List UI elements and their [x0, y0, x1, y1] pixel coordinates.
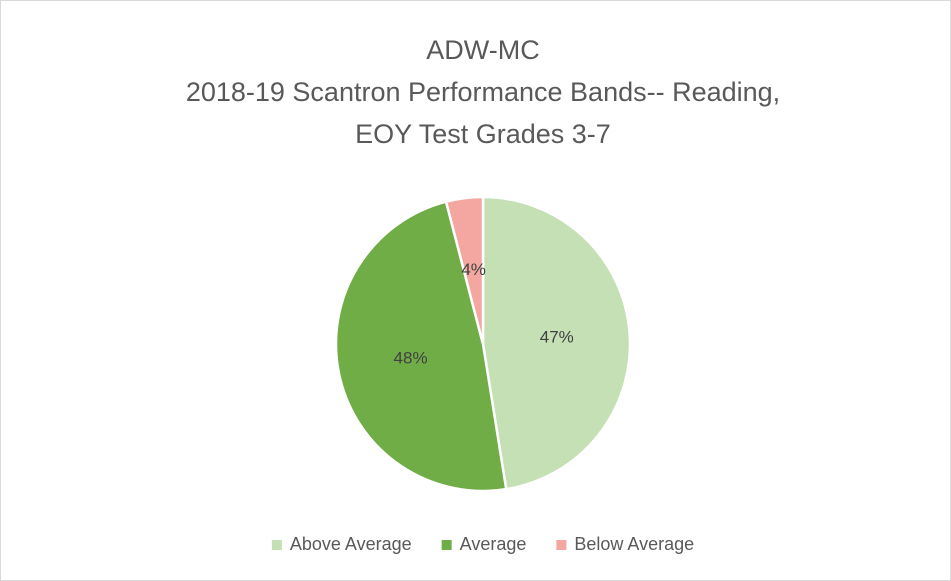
- legend-swatch: [271, 540, 282, 550]
- legend-label: Above Average: [290, 534, 412, 554]
- chart-title: ADW-MC: [426, 35, 539, 65]
- pie-slice: [481, 195, 632, 491]
- data-label: 48%: [394, 349, 428, 368]
- chart-title: EOY Test Grades 3-7: [355, 119, 611, 149]
- legend-label: Average: [460, 534, 527, 554]
- chart-title: 2018-19 Scantron Performance Bands-- Rea…: [186, 77, 780, 107]
- legend-swatch: [441, 540, 452, 550]
- data-label: 47%: [540, 328, 574, 347]
- data-label: 4%: [461, 260, 486, 279]
- pie-slice: [444, 195, 485, 345]
- legend-swatch: [556, 540, 567, 550]
- legend-label: Below Average: [574, 534, 694, 554]
